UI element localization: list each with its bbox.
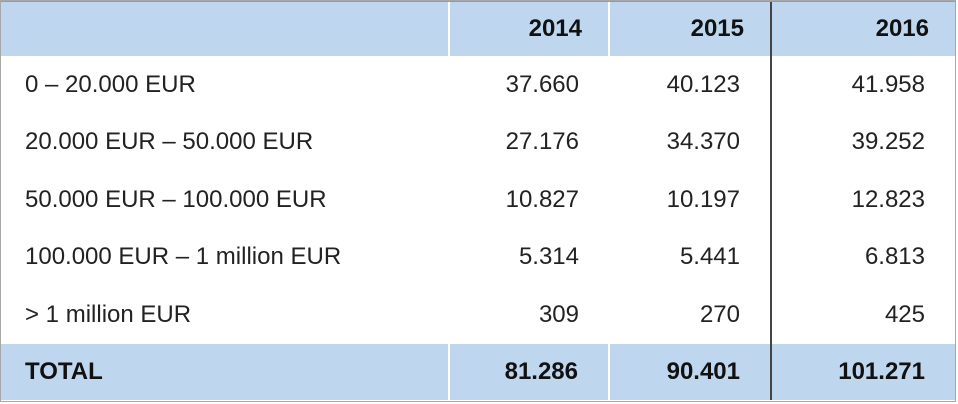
header-label-cell bbox=[1, 1, 449, 56]
cell-value: 39.252 bbox=[770, 113, 955, 171]
cell-value: 37.660 bbox=[449, 56, 609, 114]
row-label: 0 – 20.000 EUR bbox=[1, 56, 449, 114]
cell-value: 27.176 bbox=[449, 113, 609, 171]
header-year-2015: 2015 bbox=[608, 1, 771, 56]
header-year-2016: 2016 bbox=[770, 1, 955, 56]
table-row: > 1 million EUR 309 270 425 bbox=[1, 286, 955, 344]
cell-value: 5.441 bbox=[609, 228, 771, 286]
total-value-2014: 81.286 bbox=[448, 343, 609, 400]
total-value-2016: 101.271 bbox=[770, 343, 955, 400]
cell-value: 10.197 bbox=[609, 171, 771, 229]
cell-value: 5.314 bbox=[449, 228, 609, 286]
cell-value: 309 bbox=[449, 286, 609, 344]
table-row: 100.000 EUR – 1 million EUR 5.314 5.441 … bbox=[1, 228, 955, 286]
table-header: 2014 2015 2016 bbox=[1, 1, 955, 56]
row-label: 100.000 EUR – 1 million EUR bbox=[1, 228, 449, 286]
cell-value: 41.958 bbox=[770, 56, 955, 114]
table-footer: TOTAL 81.286 90.401 101.271 bbox=[1, 343, 955, 400]
cell-value: 6.813 bbox=[770, 228, 955, 286]
row-label: 20.000 EUR – 50.000 EUR bbox=[1, 113, 449, 171]
cell-value: 34.370 bbox=[609, 113, 771, 171]
cell-value: 270 bbox=[609, 286, 771, 344]
row-label: 50.000 EUR – 100.000 EUR bbox=[1, 171, 449, 229]
total-label: TOTAL bbox=[1, 343, 449, 400]
table-body: 0 – 20.000 EUR 37.660 40.123 41.958 20.0… bbox=[1, 56, 955, 344]
top-border bbox=[1, 1, 955, 2]
header-year-2014: 2014 bbox=[448, 1, 609, 56]
table-row: 20.000 EUR – 50.000 EUR 27.176 34.370 39… bbox=[1, 113, 955, 171]
cell-value: 40.123 bbox=[609, 56, 771, 114]
cell-value: 10.827 bbox=[449, 171, 609, 229]
table-row: 0 – 20.000 EUR 37.660 40.123 41.958 bbox=[1, 56, 955, 114]
table-row: 50.000 EUR – 100.000 EUR 10.827 10.197 1… bbox=[1, 171, 955, 229]
total-value-2015: 90.401 bbox=[608, 343, 771, 400]
cell-value: 425 bbox=[770, 286, 955, 344]
row-label: > 1 million EUR bbox=[1, 286, 449, 344]
total-row: TOTAL 81.286 90.401 101.271 bbox=[1, 343, 955, 400]
cell-value: 12.823 bbox=[770, 171, 955, 229]
header-row: 2014 2015 2016 bbox=[1, 1, 955, 56]
